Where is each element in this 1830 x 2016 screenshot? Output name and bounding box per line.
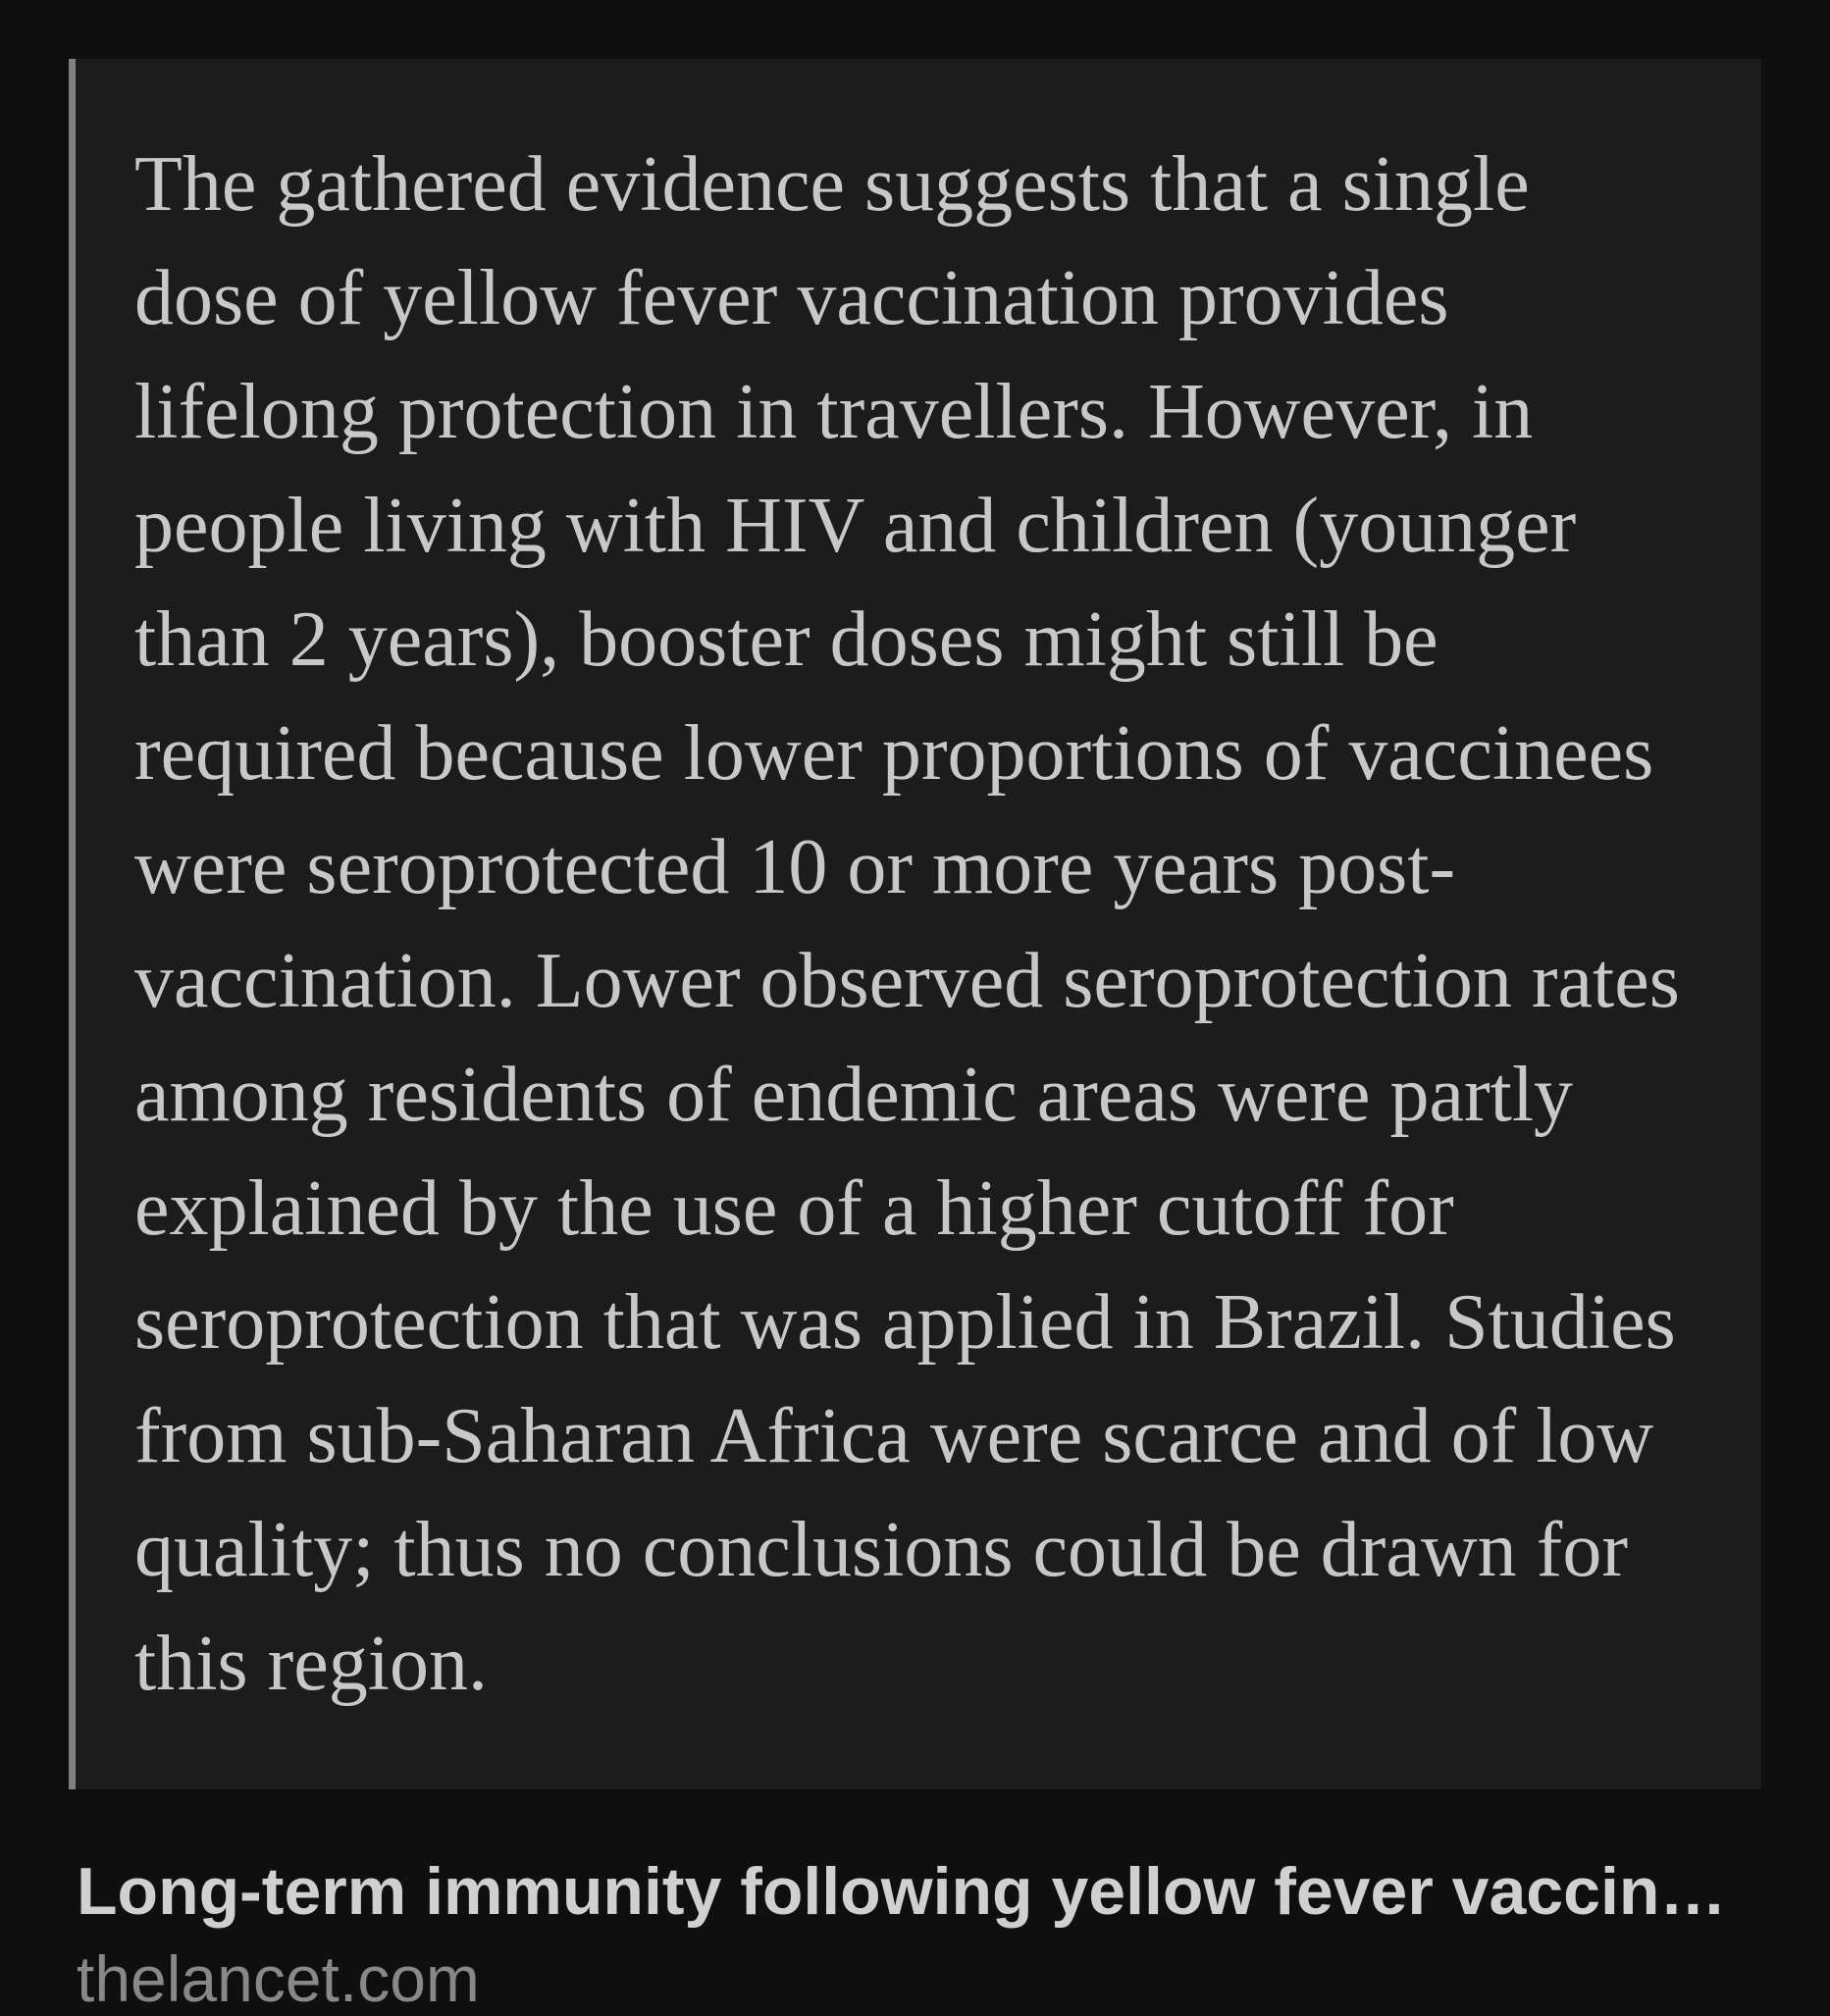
citation-block[interactable]: Long-term immunity following yellow feve… (69, 1853, 1761, 2016)
quote-body-text: The gathered evidence suggests that a si… (134, 128, 1693, 1721)
citation-source: thelancet.com (77, 1941, 1761, 2016)
quote-card: The gathered evidence suggests that a si… (69, 59, 1761, 1789)
citation-title: Long-term immunity following yellow feve… (77, 1853, 1761, 1930)
